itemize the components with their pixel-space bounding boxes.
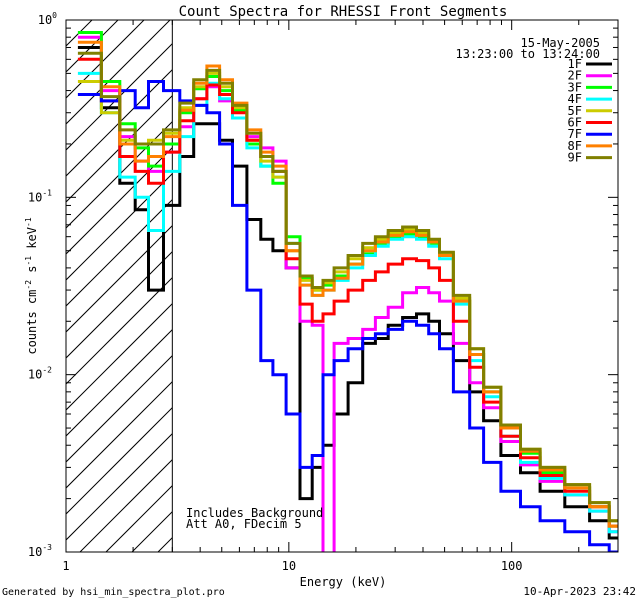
- legend-label-5F: 5F: [568, 104, 582, 118]
- time-label: 13:23:00 to 13:24:00: [456, 47, 601, 61]
- series-group: [77, 31, 618, 552]
- hatch-line: [66, 20, 67, 21]
- hatch-line: [66, 20, 145, 99]
- note-background: Includes Background: [186, 506, 323, 520]
- legend-label-7F: 7F: [568, 127, 582, 141]
- legend-label-2F: 2F: [568, 69, 582, 83]
- y-tick-label: 10-1: [28, 188, 52, 204]
- legend-label-9F: 9F: [568, 151, 582, 165]
- series-line-7F: [77, 80, 618, 552]
- x-tick-label: 1: [62, 559, 69, 573]
- x-axis: 1 10 100: [62, 20, 619, 573]
- hatch-line: [66, 20, 223, 177]
- y-axis-label: counts cm-2 s-1 keV-1: [24, 217, 39, 354]
- y-tick-label: 10-3: [28, 543, 52, 559]
- legend-label-8F: 8F: [568, 139, 582, 153]
- legend-label-6F: 6F: [568, 116, 582, 130]
- y-tick-label: 100: [38, 11, 57, 27]
- legend-label-1F: 1F: [568, 57, 582, 71]
- hatch-line: [66, 20, 249, 203]
- hatch-line: [66, 20, 171, 125]
- footer-generated: Generated by hsi_min_spectra_plot.pro: [2, 587, 225, 598]
- y-tick-label: 10-2: [28, 366, 52, 382]
- x-tick-label: 10: [282, 559, 296, 573]
- hatch-line: [66, 20, 93, 47]
- legend-label-3F: 3F: [568, 80, 582, 94]
- note-attenuator: Att A0, FDecim 5: [186, 517, 302, 531]
- x-axis-label: Energy (keV): [300, 575, 387, 589]
- chart-title: Count Spectra for RHESSI Front Segments: [179, 4, 508, 20]
- legend-label-4F: 4F: [568, 92, 582, 106]
- footer-timestamp: 10-Apr-2023 23:42: [523, 585, 636, 598]
- x-tick-label: 100: [501, 559, 523, 573]
- date-label: 15-May-2005: [521, 36, 600, 50]
- series-line-9F: [77, 51, 618, 523]
- plot-frame: [65, 19, 619, 553]
